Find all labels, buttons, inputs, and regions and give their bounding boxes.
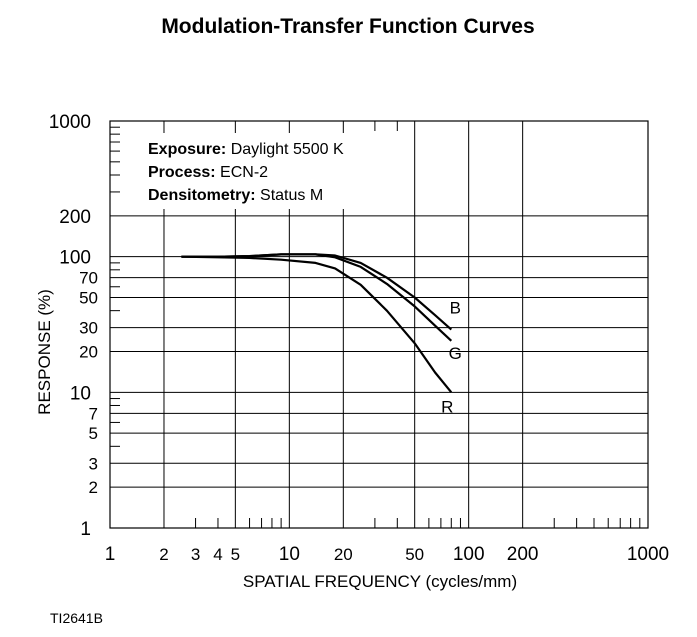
info-line-densitometry: Densitometry: Status M xyxy=(148,187,323,204)
x-tick-label: 3 xyxy=(191,545,200,564)
x-axis-label: SPATIAL FREQUENCY (cycles/mm) xyxy=(243,572,517,591)
curves: B G R xyxy=(181,253,462,416)
y-tick-label: 10 xyxy=(70,383,91,404)
x-tick-label: 10 xyxy=(279,544,300,565)
x-tick-label: 5 xyxy=(231,545,240,564)
chart-title: Modulation-Transfer Function Curves xyxy=(161,15,534,38)
x-tick-label: 50 xyxy=(405,545,424,564)
y-tick-label: 30 xyxy=(79,319,98,338)
y-axis-label: RESPONSE (%) xyxy=(35,289,54,415)
curve-label-g: G xyxy=(449,344,462,363)
curve-r xyxy=(181,255,453,393)
plot-frame xyxy=(109,120,649,529)
y-tick-label: 70 xyxy=(79,269,98,288)
x-tick-label: 1 xyxy=(105,544,116,565)
y-tick-label: 1000 xyxy=(49,112,91,133)
info-line-exposure: Exposure: Daylight 5500 K xyxy=(148,141,344,158)
y-tick-label: 20 xyxy=(79,342,98,361)
info-line-process: Process: ECN-2 xyxy=(148,164,268,181)
y-tick-label: 1 xyxy=(80,519,91,540)
curve-b xyxy=(181,253,453,331)
x-tick-label: 100 xyxy=(453,544,485,565)
curve-g xyxy=(181,253,453,342)
y-tick-label: 3 xyxy=(89,454,98,473)
info-box xyxy=(138,133,396,209)
x-tick-label: 2 xyxy=(159,545,168,564)
x-tick-label: 20 xyxy=(334,545,353,564)
figure-code: TI2641B xyxy=(50,610,103,626)
y-tick-label: 200 xyxy=(59,207,91,228)
x-tick-labels: 1 2 3 4 5 10 20 50 100 200 1000 xyxy=(105,544,669,565)
y-tick-label: 5 xyxy=(89,424,98,443)
info-key-densitometry: Densitometry: xyxy=(148,187,256,204)
y-tick-label: 100 xyxy=(59,248,91,269)
info-value-densitometry: Status M xyxy=(256,187,324,204)
y-tick-label: 50 xyxy=(79,289,98,308)
info-value-process: ECN-2 xyxy=(216,164,269,181)
curve-label-b: B xyxy=(450,299,461,318)
curve-label-r: R xyxy=(441,397,453,416)
y-tick-label: 2 xyxy=(89,478,98,497)
x-tick-label: 200 xyxy=(507,544,539,565)
x-tick-label: 4 xyxy=(213,545,222,564)
y-tick-label: 7 xyxy=(89,404,98,423)
info-value-exposure: Daylight 5500 K xyxy=(226,141,344,158)
x-tick-label: 1000 xyxy=(627,544,669,565)
info-key-process: Process: xyxy=(148,164,216,181)
info-key-exposure: Exposure: xyxy=(148,141,226,158)
